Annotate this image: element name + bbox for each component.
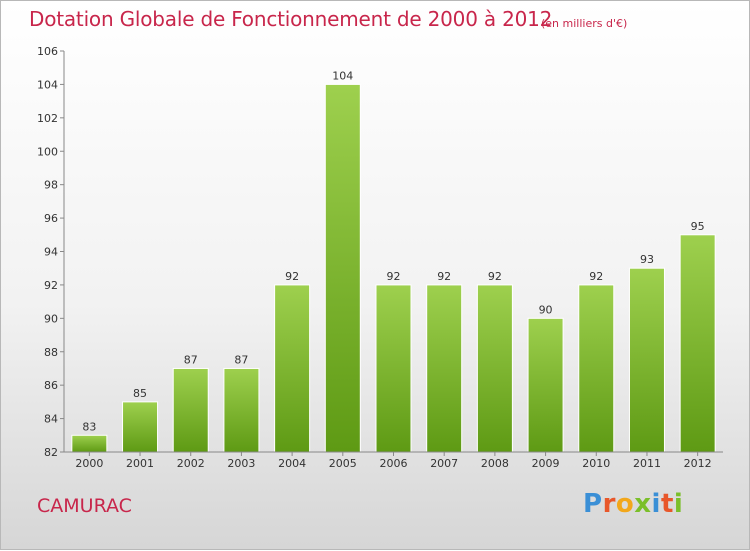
- bar: [527, 317, 564, 453]
- x-tick-label: 2009: [532, 457, 560, 470]
- bar-value-label: 92: [589, 270, 603, 283]
- proxiti-logo: Proxiti: [583, 489, 683, 519]
- bar: [274, 284, 311, 453]
- x-tick-label: 2004: [278, 457, 306, 470]
- y-tick-label: 102: [37, 112, 58, 125]
- y-tick-label: 104: [37, 78, 58, 91]
- bar: [172, 367, 209, 453]
- x-tick-label: 2008: [481, 457, 509, 470]
- y-tick-label: 82: [44, 446, 58, 459]
- logo-letter: t: [660, 489, 674, 519]
- y-tick-label: 100: [37, 145, 58, 158]
- x-tick-label: 2012: [684, 457, 712, 470]
- x-axis: 2000 2001 2002 2003 2004 2005 2006 2007 2008 2009…: [64, 451, 723, 470]
- bar-value-label: 104: [332, 69, 353, 82]
- x-tick-label: 2010: [582, 457, 610, 470]
- bar-value-label: 92: [285, 270, 299, 283]
- y-tick-label: 88: [44, 346, 58, 359]
- commune-name: CAMURAC: [37, 495, 132, 517]
- x-tick-label: 2007: [430, 457, 458, 470]
- bar: [375, 284, 412, 453]
- bar-value-label: 90: [539, 303, 553, 316]
- bar: [628, 267, 665, 453]
- y-tick-label: 86: [44, 379, 58, 392]
- bar: [578, 284, 615, 453]
- bars: 83 85 87 87 92 104 92 92 92 90 92 93 95: [71, 69, 716, 453]
- logo-letter: o: [615, 489, 635, 519]
- bar: [122, 401, 159, 453]
- x-tick-label: 2001: [126, 457, 154, 470]
- logo-letter: P: [583, 489, 603, 519]
- bar: [324, 83, 361, 453]
- x-tick-label: 2011: [633, 457, 661, 470]
- bar-value-label: 92: [387, 270, 401, 283]
- y-tick-label: 98: [44, 179, 58, 192]
- x-tick-label: 2005: [329, 457, 357, 470]
- logo-letter: x: [634, 489, 652, 519]
- bar: [426, 284, 463, 453]
- bar: [71, 434, 108, 453]
- y-tick-label: 96: [44, 212, 58, 225]
- bar: [476, 284, 513, 453]
- bar-value-label: 87: [184, 353, 198, 366]
- bar-value-label: 95: [691, 220, 705, 233]
- x-tick-label: 2000: [75, 457, 103, 470]
- logo-letter: i: [651, 489, 661, 519]
- bar-value-label: 92: [437, 270, 451, 283]
- x-tick-label: 2003: [227, 457, 255, 470]
- bar: [679, 234, 716, 453]
- bar-value-label: 92: [488, 270, 502, 283]
- y-tick-label: 92: [44, 279, 58, 292]
- logo-letter: i: [673, 489, 684, 519]
- bar: [223, 367, 260, 453]
- y-axis: 82 84 86 88 90 92 94 96 98 100 102 104 106: [37, 45, 65, 459]
- bar-value-label: 83: [82, 420, 96, 433]
- x-tick-label: 2002: [177, 457, 205, 470]
- y-tick-label: 94: [44, 246, 58, 259]
- logo-letter: r: [602, 489, 616, 519]
- x-tick-label: 2006: [380, 457, 408, 470]
- bar-value-label: 85: [133, 387, 147, 400]
- chart-title: Dotation Globale de Fonctionnement de 20…: [29, 7, 553, 31]
- bar-value-label: 87: [234, 353, 248, 366]
- y-tick-label: 84: [44, 413, 58, 426]
- y-tick-label: 106: [37, 45, 58, 58]
- chart-subtitle: (en milliers d'€): [541, 17, 628, 30]
- y-tick-label: 90: [44, 312, 58, 325]
- bar-value-label: 93: [640, 253, 654, 266]
